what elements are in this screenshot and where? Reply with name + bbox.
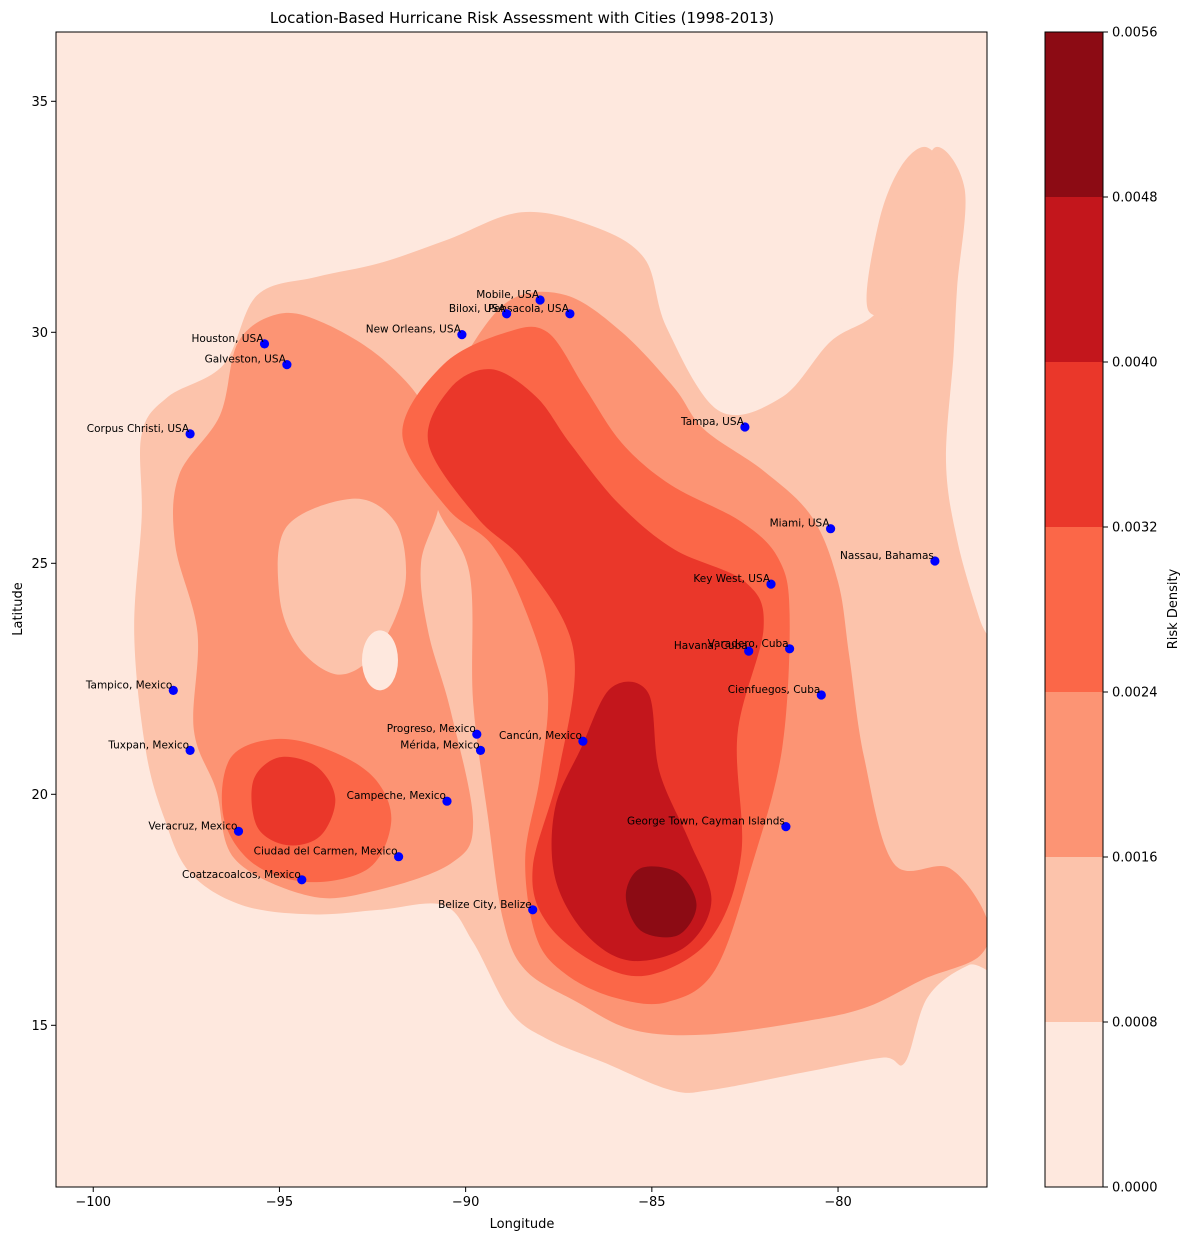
x-tick-label: −80	[824, 1195, 851, 1210]
city-point	[472, 729, 482, 739]
colorbar-band	[1045, 362, 1103, 527]
colorbar-tick-label: 0.0008	[1112, 1016, 1158, 1031]
city-point	[781, 822, 791, 832]
contour-band-6-core	[625, 866, 697, 938]
city-label: Corpus Christi, USA	[87, 423, 190, 435]
x-tick-label: −85	[638, 1195, 665, 1210]
city-point	[297, 875, 307, 885]
contour-hole-level-0	[361, 630, 398, 691]
city-point	[185, 429, 195, 439]
x-tick-label: −100	[75, 1195, 111, 1210]
colorbar-tick-label: 0.0032	[1112, 521, 1158, 536]
colorbar-tick-label: 0.0016	[1112, 851, 1158, 866]
city-label: New Orleans, USA	[366, 324, 462, 336]
colorbar-tick-label: 0.0040	[1112, 356, 1158, 371]
city-label: Tuxpan, Mexico	[107, 739, 189, 751]
city-point	[502, 309, 512, 319]
colorbar-tick-label: 0.0000	[1112, 1181, 1158, 1196]
city-label: Cancún, Mexico	[499, 730, 582, 742]
contour-hole-level-1	[277, 498, 407, 675]
y-axis-label: Latitude	[11, 582, 26, 636]
city-point	[528, 905, 538, 915]
x-tick-label: −95	[266, 1195, 293, 1210]
x-tick-label: −90	[452, 1195, 479, 1210]
city-label: George Town, Cayman Islands	[627, 816, 785, 828]
colorbar-band	[1045, 32, 1103, 197]
city-point	[826, 524, 836, 534]
city-label: Tampico, Mexico	[85, 679, 172, 691]
city-point	[930, 556, 940, 566]
y-tick-label: 15	[31, 1019, 48, 1034]
colorbar-band	[1045, 527, 1103, 692]
y-tick-label: 25	[31, 557, 48, 572]
city-label: Belize City, Belize	[438, 899, 532, 911]
y-tick-label: 35	[31, 95, 48, 110]
y-tick-label: 20	[31, 788, 48, 803]
colorbar-band	[1045, 857, 1103, 1022]
city-label: Biloxi, USA	[449, 303, 506, 315]
colorbar-band	[1045, 1022, 1103, 1187]
city-label: Varadero, Cuba	[708, 638, 789, 650]
x-axis: −100 −95 −90 −85 −80	[75, 1187, 852, 1210]
city-label: Coatzacoalcos, Mexico	[182, 869, 301, 881]
plot-frame	[55, 31, 988, 1188]
colorbar-band	[1045, 197, 1103, 362]
city-label: Galveston, USA	[205, 354, 287, 366]
city-label: Ciudad del Carmen, Mexico	[254, 846, 398, 858]
city-point	[740, 422, 750, 432]
city-point	[259, 339, 270, 349]
city-point	[168, 685, 178, 696]
city-label: Veracruz, Mexico	[148, 820, 237, 832]
city-point	[442, 796, 452, 806]
colorbar-band	[1045, 692, 1103, 857]
city-point	[233, 826, 244, 836]
city-point	[535, 295, 545, 305]
city-point	[185, 745, 195, 756]
city-point	[578, 736, 588, 746]
city-point	[565, 309, 575, 319]
colorbar: 0.0000 0.0008 0.0016 0.0024 0.0032 0.0040 0.00…	[1044, 26, 1158, 1196]
city-label: Miami, USA	[770, 518, 831, 530]
city-label: Nassau, Bahamas	[840, 550, 934, 562]
city-label: Mobile, USA	[476, 289, 540, 301]
colorbar-tick-label: 0.0024	[1112, 686, 1158, 701]
city-label: Cienfuegos, Cuba	[728, 684, 821, 696]
y-tick-label: 30	[31, 326, 48, 341]
city-label: Mérida, Mexico	[400, 739, 479, 751]
city-point	[457, 330, 467, 340]
city-label: Houston, USA	[191, 333, 264, 345]
city-label: Key West, USA	[693, 573, 770, 585]
city-point	[766, 579, 776, 589]
city-point	[282, 360, 292, 370]
y-axis: 15 20 25 30 35	[31, 95, 56, 1034]
risk-contours	[134, 146, 987, 1093]
contour-band-1-north-spur	[866, 146, 947, 316]
colorbar-frame	[1044, 31, 1104, 1188]
city-label: Progreso, Mexico	[387, 723, 476, 735]
city-point	[816, 690, 826, 700]
city-label: Havana, Cuba	[674, 640, 748, 652]
colorbar-label: Risk Density	[1166, 568, 1181, 649]
chart-title: Location-Based Hurricane Risk Assessment…	[270, 9, 774, 27]
contour-band-4-west	[251, 756, 336, 846]
city-point	[475, 745, 486, 756]
colorbar-tick-label: 0.0056	[1112, 26, 1158, 41]
x-axis-label: Longitude	[490, 1217, 555, 1232]
city-point	[785, 644, 795, 654]
city-label: Campeche, Mexico	[347, 790, 446, 802]
colorbar-tick-label: 0.0048	[1112, 191, 1158, 206]
city-point	[394, 852, 404, 862]
city-point	[744, 646, 754, 656]
city-label: Tampa, USA	[680, 416, 745, 428]
